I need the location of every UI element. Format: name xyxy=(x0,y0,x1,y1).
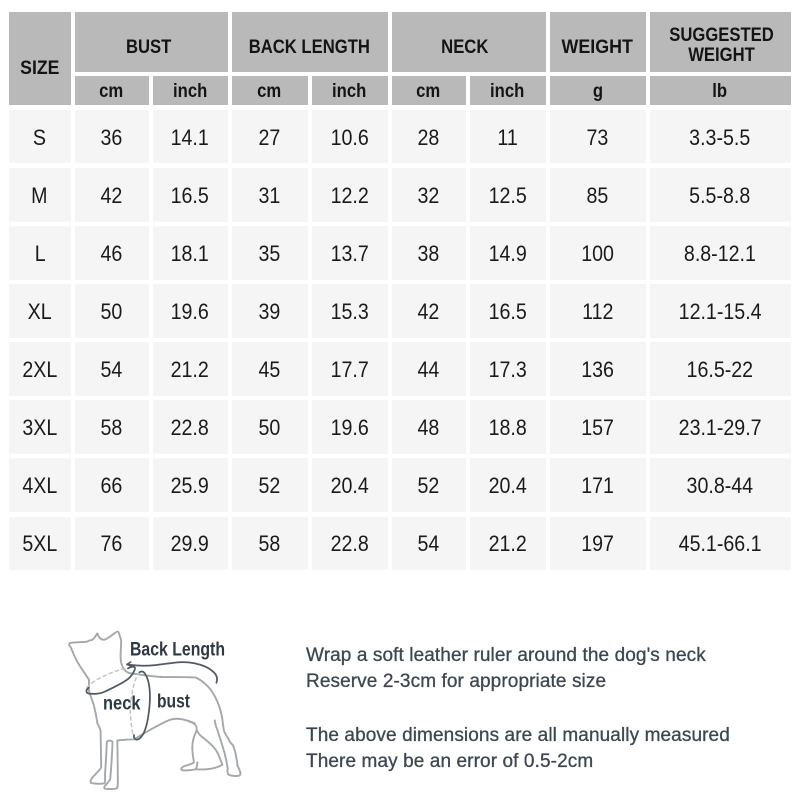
svg-text:neck: neck xyxy=(103,693,141,715)
svg-text:bust: bust xyxy=(157,691,190,713)
svg-text:Back Length: Back Length xyxy=(130,639,225,661)
